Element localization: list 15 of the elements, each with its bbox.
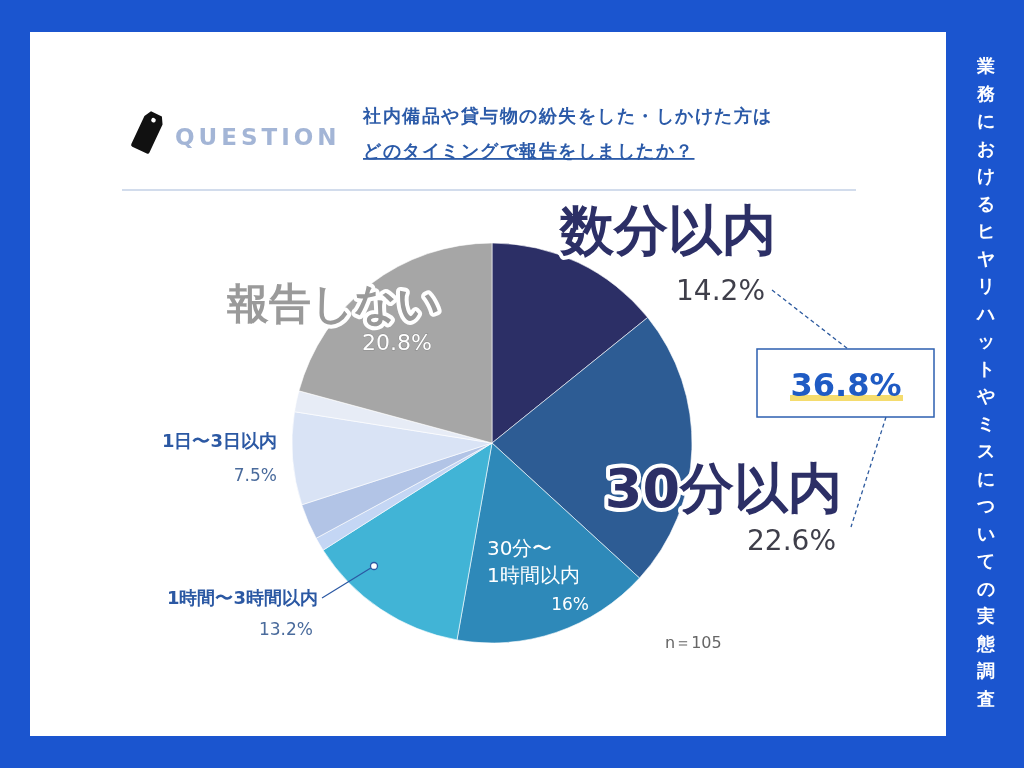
text: n＝105 <box>665 633 722 652</box>
slice-label: 30分〜1時間以内 <box>487 536 580 587</box>
text: 業務におけるヒヤリハットやミスについての実態調査 <box>977 55 995 709</box>
data-label: 7.5% <box>233 465 277 485</box>
slice-label: 1時間〜3時間以内 <box>166 587 318 608</box>
chart-title: 社内備品や貸与物の紛失をした・しかけた方はどのタイミングで報告をしましたか？ <box>362 105 773 161</box>
text: QUESTION <box>175 124 341 150</box>
slice-label: 数分以内 <box>558 199 776 262</box>
data-label: 22.6% <box>747 524 836 557</box>
text: 36.8% <box>790 366 902 404</box>
data-label: 13.2% <box>258 619 313 639</box>
data-label: 20.8% <box>362 330 432 355</box>
slice-label: 1日〜3日以内 <box>161 430 277 451</box>
data-label: 16% <box>551 594 589 614</box>
data-label: 14.2% <box>676 274 765 307</box>
